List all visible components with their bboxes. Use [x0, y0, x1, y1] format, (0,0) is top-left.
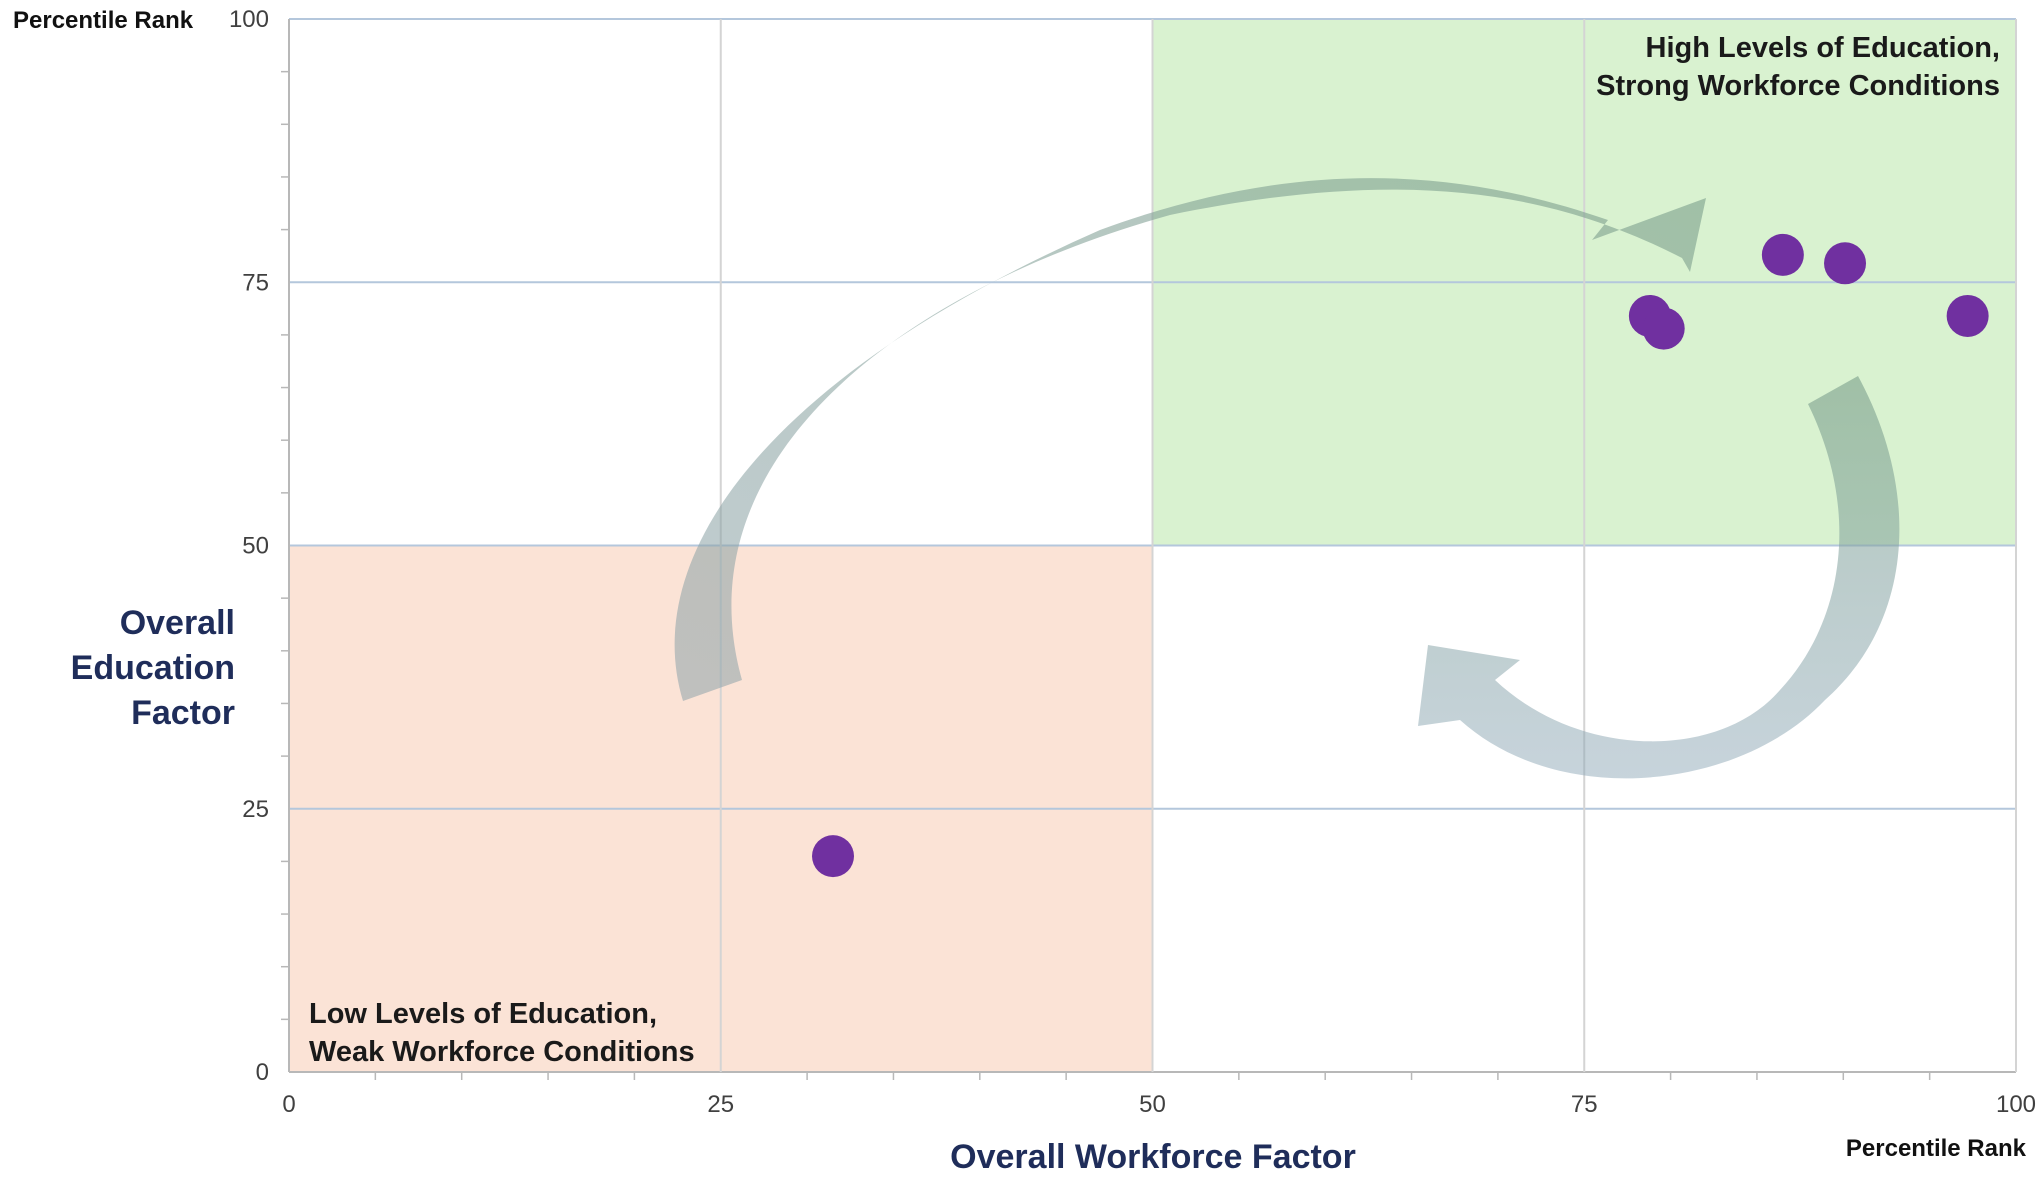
region-label-low: Weak Workforce Conditions — [309, 1036, 695, 1068]
x-unit-label: Percentile Rank — [1846, 1135, 2027, 1162]
data-point — [1824, 242, 1867, 285]
data-point — [812, 835, 855, 878]
y-axis-title-line: Education — [71, 649, 235, 687]
region-label-high: Strong Workforce Conditions — [1596, 70, 2000, 102]
x-tick-label: 50 — [1139, 1091, 1166, 1118]
y-axis-title-line: Overall — [120, 604, 235, 642]
y-axis-title-line: Factor — [131, 694, 235, 732]
x-axis-title: Overall Workforce Factor — [950, 1138, 1356, 1173]
data-point — [1761, 233, 1804, 276]
data-points — [812, 233, 1989, 878]
y-tick-label: 75 — [242, 269, 269, 296]
x-tick-label: 0 — [282, 1091, 295, 1118]
y-tick-label: 0 — [256, 1059, 269, 1086]
x-tick-label: 75 — [1571, 1091, 1598, 1118]
y-tick-label: 25 — [242, 796, 269, 823]
x-tick-label: 25 — [707, 1091, 734, 1118]
x-tick-label: 100 — [1996, 1091, 2036, 1118]
region-label-low: Low Levels of Education, — [309, 998, 657, 1030]
y-tick-label: 50 — [242, 533, 269, 560]
y-unit-label: Percentile Rank — [13, 7, 194, 34]
data-point — [1642, 307, 1685, 350]
data-point — [1946, 294, 1989, 337]
region-label-high: High Levels of Education, — [1646, 32, 2001, 64]
cycle-arrows — [674, 178, 1900, 779]
axis-labels: 0 25 50 75 100 0 25 50 75 100 Percentile Rank Perce… — [13, 6, 2036, 1176]
y-tick-label: 100 — [229, 6, 269, 33]
arrow-high-to-low — [1418, 376, 1900, 779]
arrow-low-to-high — [674, 178, 1706, 702]
